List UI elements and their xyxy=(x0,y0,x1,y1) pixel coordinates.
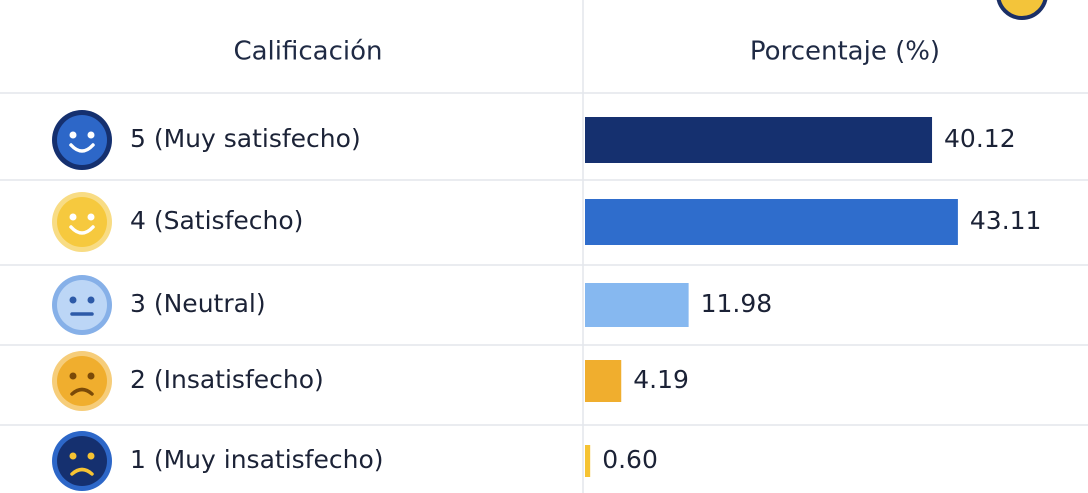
value-label: 0.60 xyxy=(602,445,658,474)
logo xyxy=(996,0,1048,20)
rating-icon xyxy=(69,372,77,380)
rating-icon xyxy=(57,280,107,330)
rating-icon xyxy=(87,372,95,380)
bar xyxy=(585,199,958,245)
category-label: 2 (Insatisfecho) xyxy=(130,365,324,394)
category-label: 4 (Satisfecho) xyxy=(130,206,303,235)
rating-icon xyxy=(87,213,95,221)
rating-icon xyxy=(69,131,77,139)
rating-icon xyxy=(70,387,94,396)
value-label: 4.19 xyxy=(633,365,689,394)
category-label: 1 (Muy insatisfecho) xyxy=(130,445,384,474)
column-header: Porcentaje (%) xyxy=(750,37,940,67)
rating-icon xyxy=(57,356,107,406)
bar xyxy=(585,283,689,327)
value-label: 11.98 xyxy=(701,289,773,318)
rating-icon xyxy=(69,452,77,460)
value-label: 43.11 xyxy=(970,206,1042,235)
rating-icon xyxy=(87,296,95,304)
rating-icon xyxy=(57,115,107,165)
bar xyxy=(585,360,622,402)
rating-icon xyxy=(57,436,107,486)
column-header: Calificación xyxy=(233,37,382,67)
value-label: 40.12 xyxy=(944,124,1016,153)
category-label: 5 (Muy satisfecho) xyxy=(130,124,361,153)
rating-icon xyxy=(70,467,94,476)
rating-icon xyxy=(87,452,95,460)
bar xyxy=(585,117,933,163)
rating-icon xyxy=(69,143,95,153)
rating-icon xyxy=(69,296,77,304)
rating-icon xyxy=(69,213,77,221)
rating-icon xyxy=(69,225,95,235)
bar xyxy=(585,445,591,477)
category-label: 3 (Neutral) xyxy=(130,289,266,318)
rating-icon xyxy=(87,131,95,139)
rating-icon xyxy=(57,197,107,247)
